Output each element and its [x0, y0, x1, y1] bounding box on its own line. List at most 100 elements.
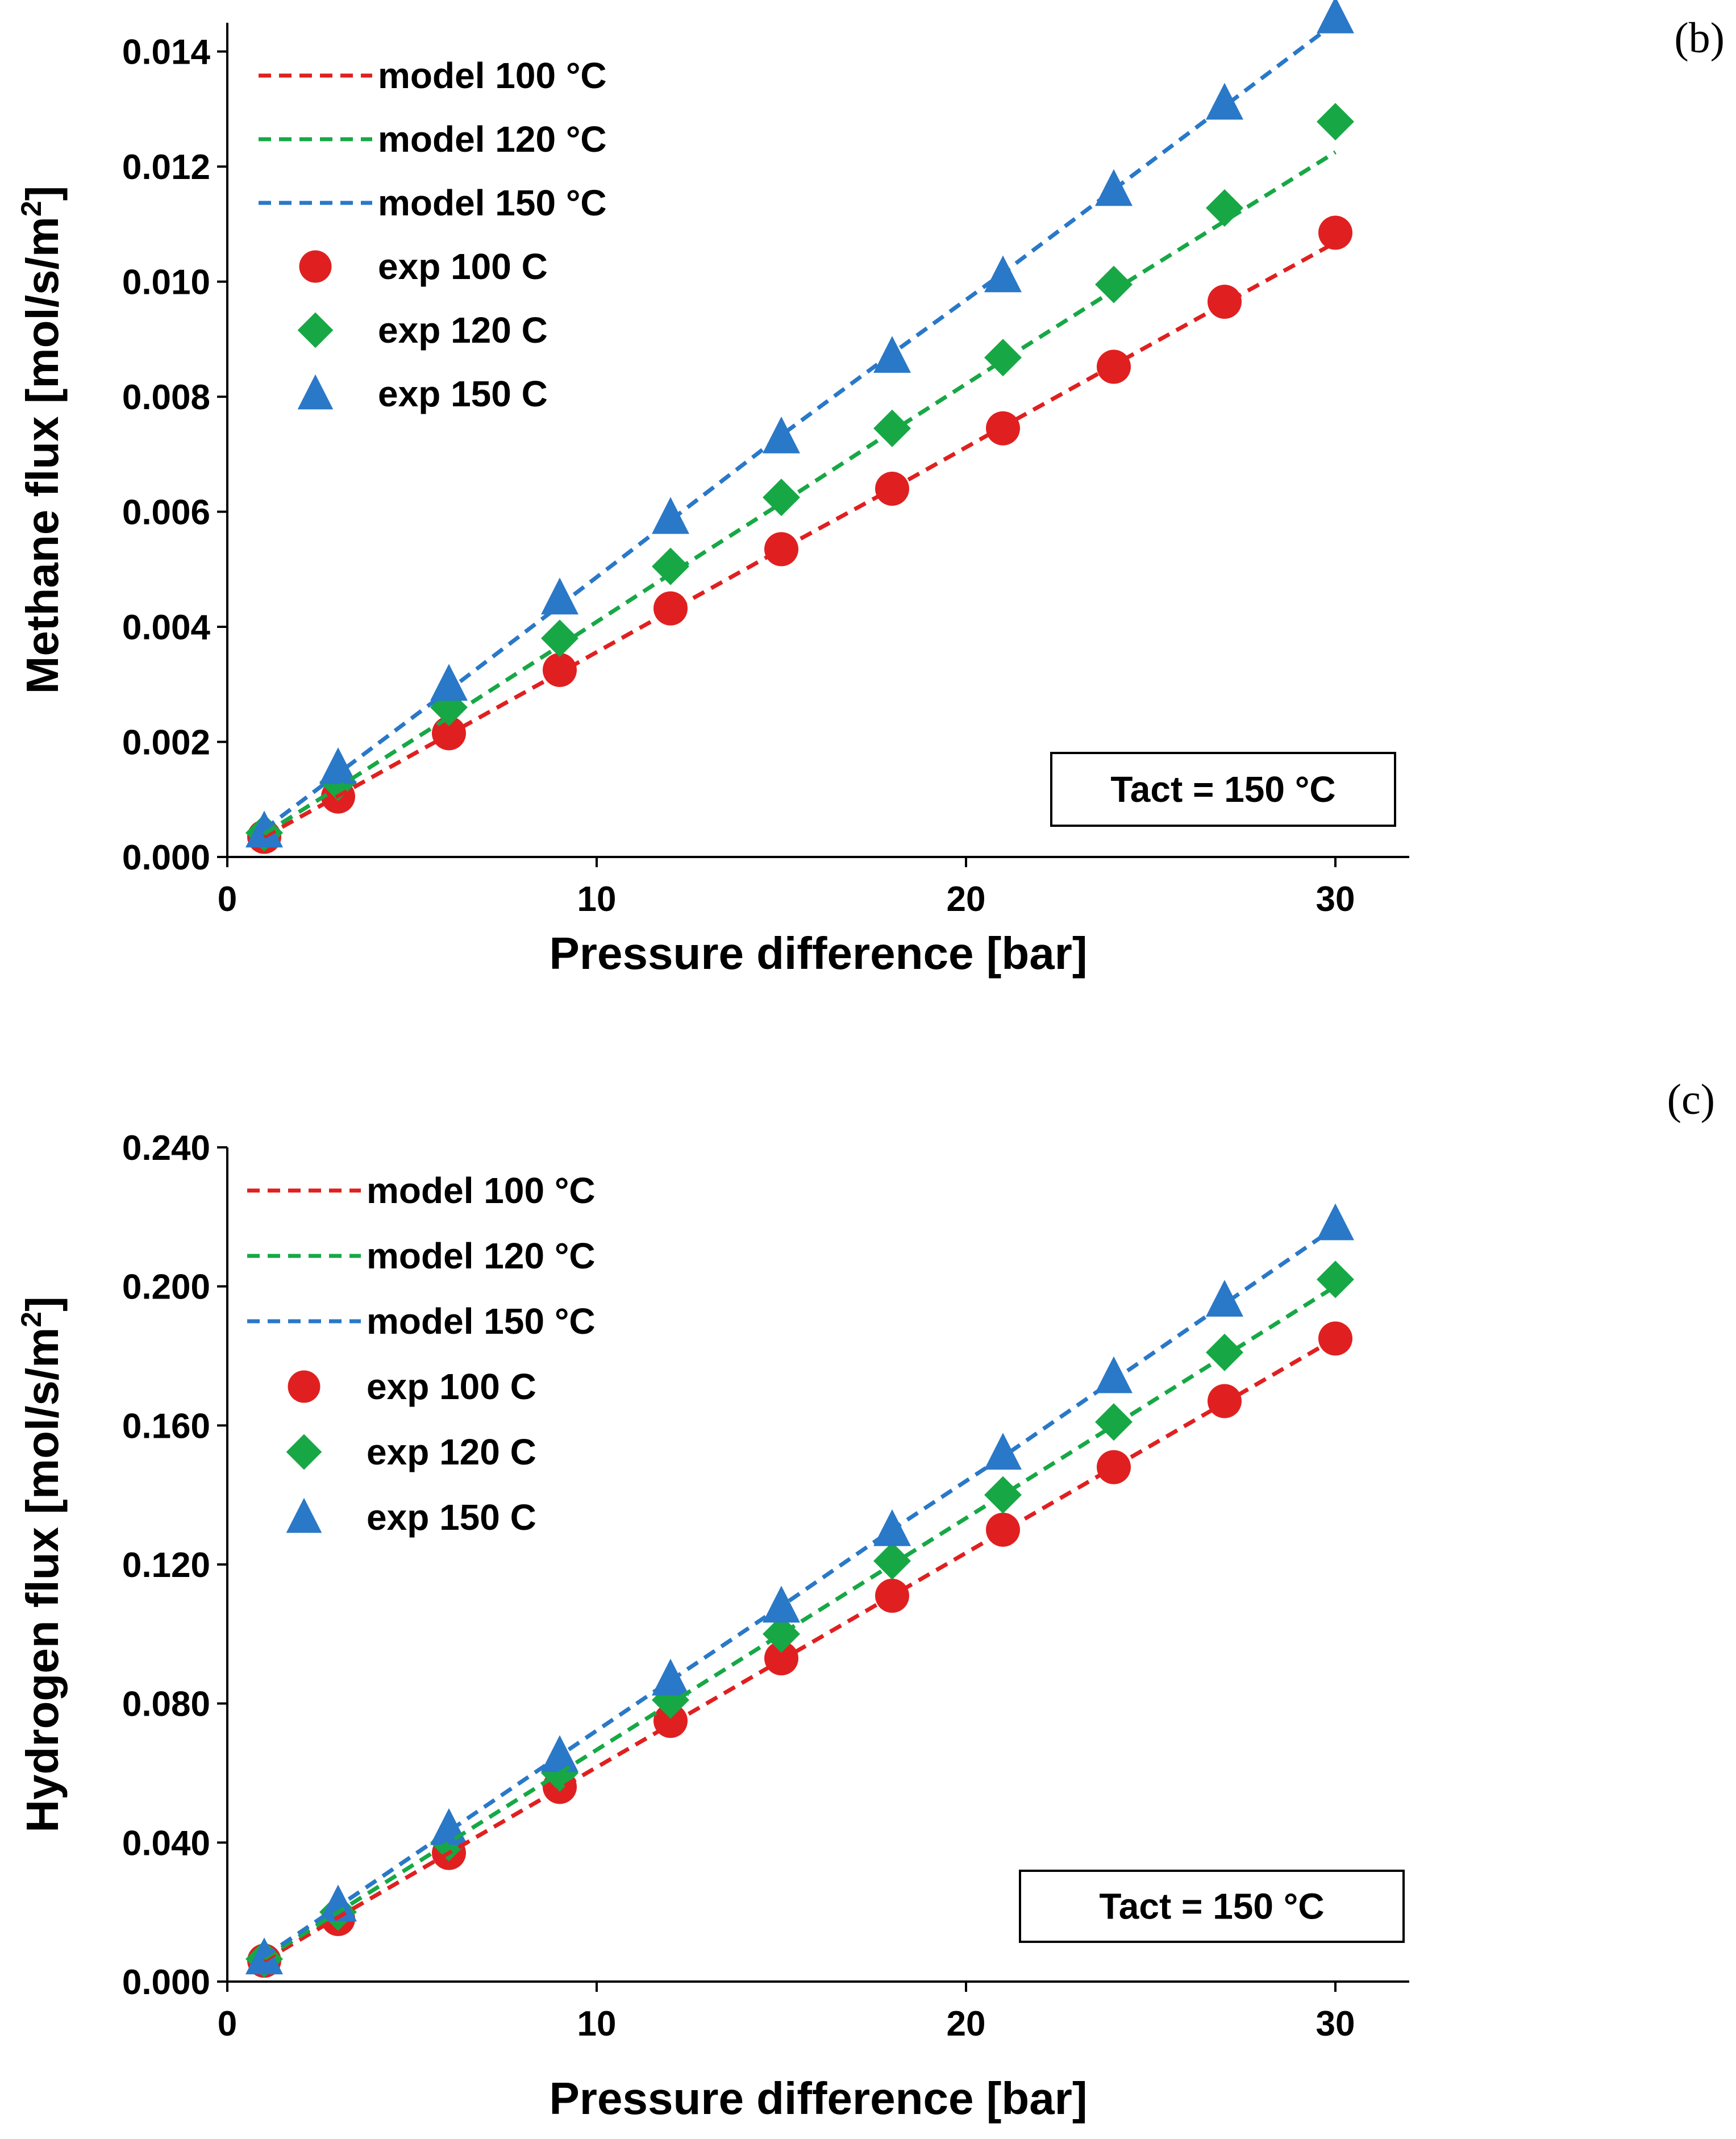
data-point-triangle: [984, 1433, 1022, 1470]
x-tick-label: 20: [947, 880, 986, 919]
y-tick-label: 0.040: [122, 1824, 210, 1863]
data-point-diamond: [1206, 189, 1243, 227]
y-axis-label-main: Methane flux [mol/s/m: [17, 217, 68, 694]
legend-swatch-diamond: [286, 1434, 322, 1470]
x-tick-label: 30: [1316, 880, 1355, 919]
legend-label: exp 100 C: [378, 246, 548, 287]
y-axis-label-main: Hydrogen flux [mol/s/m: [17, 1327, 68, 1833]
legend-label: exp 150 C: [367, 1497, 536, 1538]
y-axis-label-end: ]: [17, 1296, 68, 1312]
x-tick-label: 10: [577, 2004, 617, 2044]
data-point-diamond: [763, 1615, 800, 1653]
data-point-diamond: [1317, 1260, 1354, 1299]
legend-label: exp 150 C: [378, 373, 548, 414]
data-point-triangle: [1206, 1280, 1243, 1317]
legend-entry: model 150 °C: [247, 1301, 596, 1342]
y-tick-label: 0.002: [122, 723, 210, 763]
legend-label: model 120 °C: [367, 1235, 596, 1276]
legend-swatch-diamond: [297, 312, 334, 348]
panel-label-b: (b): [1674, 14, 1725, 62]
y-tick-label: 0.240: [122, 1129, 210, 1168]
data-point-diamond: [1317, 103, 1354, 141]
y-axis-label-sup: 2: [15, 1312, 47, 1327]
y-tick-label: 0.000: [122, 1963, 210, 2002]
data-point-triangle: [319, 1884, 357, 1922]
x-axis-label: Pressure difference [bar]: [549, 2073, 1087, 2124]
legend-swatch-circle: [299, 250, 332, 283]
y-axis-label: Hydrogen flux [mol/s/m2]: [15, 1296, 68, 1832]
hydrogen-flux-chart: (c) 0.000 0.040 0.080 0.120 0.160 0.200 0.240 0…: [15, 1076, 1715, 2124]
data-point-diamond: [984, 1476, 1022, 1514]
y-tick-label: 0.080: [122, 1685, 210, 1724]
y-axis-label-sup: 2: [15, 201, 47, 217]
data-point-diamond: [541, 619, 578, 657]
x-tick-label: 20: [947, 2004, 986, 2044]
series-line-overlay: [263, 1225, 1337, 1958]
y-tick-label: 0.008: [122, 378, 210, 417]
data-point-circle: [764, 532, 798, 567]
legend-swatch-triangle: [286, 1497, 322, 1533]
series-line-overlay: [263, 21, 1337, 831]
legend-label: model 100 °C: [367, 1170, 596, 1211]
y-tick-label: 0.014: [122, 33, 211, 72]
data-point-triangle: [763, 416, 800, 453]
series-line-overlay: [263, 1337, 1337, 1963]
data-point-circle: [543, 652, 577, 687]
data-point-circle: [653, 591, 688, 626]
legend-label: exp 120 C: [378, 310, 548, 351]
legend-entry: exp 100 C: [299, 246, 548, 287]
y-axis-label-end: ]: [17, 186, 68, 201]
data-point-circle: [1318, 215, 1352, 250]
y-tick-label: 0.012: [122, 148, 210, 187]
legend-entry: model 150 °C: [259, 182, 607, 223]
y-tick-label: 0.120: [122, 1546, 210, 1585]
legend-label: model 100 °C: [378, 55, 607, 96]
series-line-overlay: [263, 240, 1337, 839]
series-line-overlay: [263, 1284, 1337, 1961]
data-point-triangle: [1317, 1203, 1354, 1241]
panel-label-c: (c): [1667, 1076, 1715, 1123]
annotation-box: [1050, 752, 1396, 827]
legend-label: model 120 °C: [378, 119, 607, 160]
data-point-triangle: [652, 497, 689, 534]
data-point-diamond: [873, 409, 911, 447]
legend-entry: exp 120 C: [297, 310, 548, 351]
data-point-circle: [986, 1512, 1020, 1547]
legend-swatch-triangle: [297, 374, 334, 410]
legend-swatch-circle: [288, 1370, 320, 1403]
data-point-diamond: [763, 478, 800, 517]
methane-flux-chart: (b) 0.000 0.002 0.004 0.006 0.008 0.010 0.012 0…: [15, 0, 1725, 979]
data-point-diamond: [873, 1542, 911, 1580]
data-point-diamond: [1095, 265, 1133, 303]
y-tick-label: 0.004: [122, 608, 211, 647]
data-point-triangle: [1317, 0, 1354, 34]
data-point-diamond: [652, 547, 689, 585]
y-tick-label: 0.006: [122, 493, 210, 532]
data-point-triangle: [541, 577, 578, 615]
data-point-triangle: [1095, 1356, 1133, 1393]
x-tick-label: 0: [218, 880, 237, 919]
legend-entry: exp 100 C: [288, 1366, 536, 1407]
legend-entry: exp 120 C: [286, 1431, 536, 1472]
legend-label: model 150 °C: [367, 1301, 596, 1342]
legend-label: exp 100 C: [367, 1366, 536, 1407]
legend-entry: model 120 °C: [259, 119, 607, 160]
y-tick-label: 0.010: [122, 263, 210, 302]
y-tick-label: 0.160: [122, 1406, 210, 1446]
legend-entry: exp 150 C: [297, 373, 548, 414]
data-point-diamond: [1206, 1333, 1243, 1371]
legend-label: model 150 °C: [378, 182, 607, 223]
data-point-triangle: [1206, 82, 1243, 120]
x-axis-label: Pressure difference [bar]: [549, 928, 1087, 979]
y-tick-label: 0.000: [122, 838, 210, 877]
data-point-triangle: [319, 747, 357, 784]
y-axis-label: Methane flux [mol/s/m2]: [15, 186, 68, 694]
annotation-box: [1019, 1870, 1405, 1943]
series-line-overlay: [263, 150, 1337, 836]
y-tick-label: 0.200: [122, 1268, 210, 1307]
legend-entry: model 120 °C: [247, 1235, 596, 1276]
x-tick-label: 10: [577, 880, 617, 919]
data-point-triangle: [430, 664, 468, 701]
annotation-text: Tact = 150 °C: [1099, 1886, 1324, 1927]
